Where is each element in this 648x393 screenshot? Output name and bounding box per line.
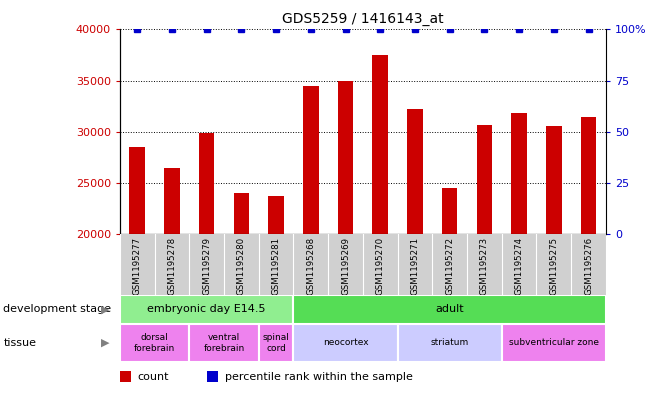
Text: GSM1195272: GSM1195272 [445,237,454,295]
Bar [207,371,218,382]
Text: GSM1195280: GSM1195280 [237,237,246,295]
Text: tissue: tissue [3,338,36,348]
Text: development stage: development stage [3,305,111,314]
Text: ▶: ▶ [101,305,110,314]
Bar [398,324,502,362]
Bar [259,324,294,362]
Text: GSM1195279: GSM1195279 [202,237,211,295]
Text: striatum: striatum [430,338,469,347]
Text: GSM1195277: GSM1195277 [133,237,142,295]
Text: spinal
cord: spinal cord [262,333,290,353]
Text: GSM1195276: GSM1195276 [584,237,593,295]
Bar [120,371,130,382]
Text: dorsal
forebrain: dorsal forebrain [134,333,175,353]
Bar [338,81,353,234]
Text: GSM1195271: GSM1195271 [410,237,419,295]
Bar [476,125,492,234]
Bar [233,193,249,234]
Text: GSM1195273: GSM1195273 [480,237,489,295]
Bar [407,109,422,234]
Text: GSM1195275: GSM1195275 [550,237,559,295]
Text: adult: adult [435,305,464,314]
Text: ▶: ▶ [101,338,110,348]
Text: percentile rank within the sample: percentile rank within the sample [226,372,413,382]
Bar [373,55,388,234]
Text: GSM1195281: GSM1195281 [272,237,281,295]
Text: neocortex: neocortex [323,338,368,347]
Bar [294,324,398,362]
Bar [502,324,606,362]
Text: ventral
forebrain: ventral forebrain [203,333,245,353]
Text: subventricular zone: subventricular zone [509,338,599,347]
Bar [303,86,319,234]
Bar [120,324,189,362]
Bar [546,125,562,234]
Bar [164,169,179,234]
Bar [130,147,145,234]
Bar [189,324,259,362]
Text: GSM1195278: GSM1195278 [167,237,176,295]
Bar [294,295,606,324]
Bar [442,188,457,234]
Bar [199,133,214,234]
Text: embryonic day E14.5: embryonic day E14.5 [147,305,266,314]
Bar [268,196,284,234]
Text: GSM1195269: GSM1195269 [341,237,350,295]
Text: GSM1195274: GSM1195274 [515,237,524,295]
Bar [581,118,596,234]
Bar [120,295,294,324]
Title: GDS5259 / 1416143_at: GDS5259 / 1416143_at [282,12,444,26]
Bar [511,113,527,234]
Text: GSM1195270: GSM1195270 [376,237,385,295]
Text: count: count [138,372,169,382]
Text: GSM1195268: GSM1195268 [307,237,316,295]
